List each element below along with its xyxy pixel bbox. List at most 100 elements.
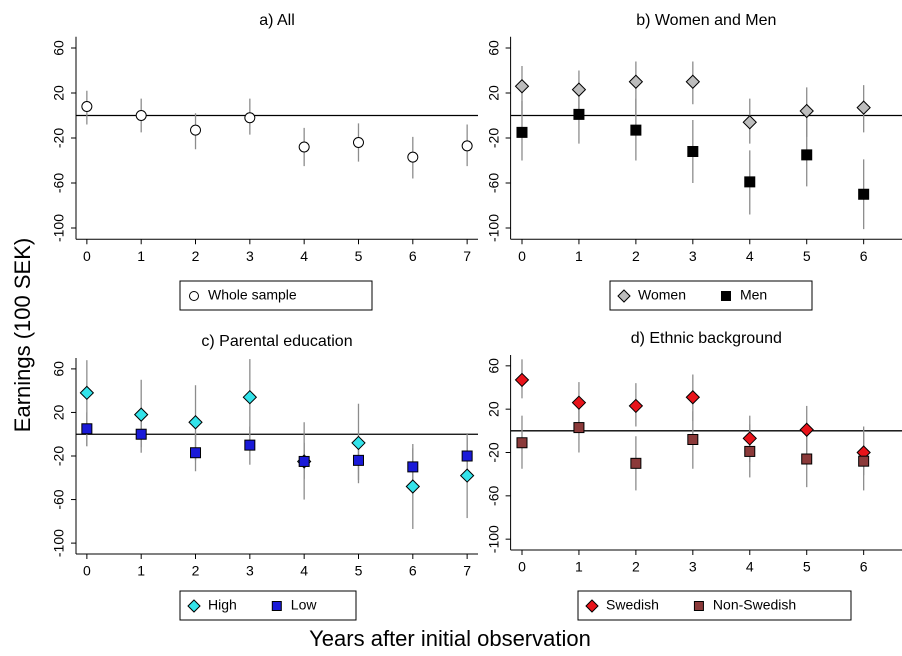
x-tick-label: 3: [689, 559, 697, 575]
point: [461, 450, 473, 462]
x-tick-label: 5: [803, 248, 811, 264]
legend-marker: [187, 599, 201, 613]
point: [135, 110, 147, 121]
y-tick-label: -20: [485, 128, 501, 148]
x-tick-label: 4: [746, 248, 754, 264]
point: [571, 82, 587, 97]
x-tick-label: 0: [83, 563, 91, 579]
point: [405, 479, 421, 494]
legend-label: Low: [291, 597, 318, 613]
x-tick-label: 1: [137, 248, 145, 264]
y-tick-label: -100: [485, 525, 501, 553]
x-tick-label: 6: [860, 248, 868, 264]
point: [516, 126, 528, 138]
legend-label: Non-Swedish: [713, 597, 796, 613]
point: [81, 423, 93, 435]
point: [687, 146, 699, 157]
point: [685, 390, 701, 405]
x-tick-label: 6: [409, 248, 417, 264]
x-tick-label: 4: [300, 248, 308, 264]
y-axis-label: Earnings (100 SEK): [10, 238, 35, 432]
y-tick-label: 20: [51, 404, 67, 420]
x-tick-label: 0: [83, 248, 91, 264]
y-tick-label: -100: [485, 214, 501, 242]
y-tick-label: 60: [485, 40, 501, 56]
point: [244, 439, 256, 451]
y-tick-label: -60: [51, 489, 67, 509]
legend-label: Whole sample: [208, 287, 297, 303]
x-tick-label: 3: [246, 563, 254, 579]
point: [516, 437, 528, 449]
point: [858, 455, 870, 467]
point: [459, 468, 475, 483]
point: [407, 151, 419, 163]
point: [188, 415, 203, 430]
legend-box: [577, 590, 852, 621]
point: [799, 422, 814, 437]
panel-title: a) All: [259, 12, 295, 29]
y-tick-label: -20: [485, 442, 501, 462]
point: [244, 112, 256, 124]
point: [242, 389, 258, 405]
point: [744, 176, 756, 188]
legend-marker: [585, 599, 599, 613]
legend-label: High: [208, 597, 237, 613]
x-tick-label: 5: [355, 563, 363, 579]
point: [630, 457, 642, 469]
point: [801, 149, 813, 161]
point: [628, 74, 644, 89]
y-tick-label: 20: [485, 401, 501, 417]
point: [571, 395, 587, 410]
point: [799, 103, 814, 119]
y-tick-label: -20: [51, 446, 67, 466]
point: [461, 140, 473, 152]
legend-box: [179, 590, 357, 621]
point: [190, 447, 202, 459]
legend-label: Women: [638, 287, 686, 303]
x-tick-label: 3: [246, 248, 254, 264]
legend-label: Swedish: [606, 597, 659, 613]
point: [351, 435, 366, 451]
legend-marker: [617, 289, 631, 303]
point: [298, 141, 310, 153]
y-tick-label: -20: [51, 128, 67, 148]
x-tick-label: 7: [463, 248, 471, 264]
x-tick-label: 2: [192, 563, 200, 579]
point: [352, 137, 364, 148]
x-tick-label: 3: [689, 248, 697, 264]
panel-title: c) Parental education: [201, 333, 352, 350]
x-tick-label: 2: [192, 248, 200, 264]
point: [628, 398, 644, 414]
point: [407, 461, 419, 473]
y-tick-label: -60: [485, 173, 501, 193]
y-tick-label: -60: [51, 173, 67, 193]
point: [742, 431, 757, 446]
y-tick-label: -60: [485, 486, 501, 506]
point: [687, 434, 699, 445]
panel-title: b) Women and Men: [636, 12, 776, 29]
point: [573, 108, 585, 120]
point: [801, 453, 813, 465]
point: [573, 422, 585, 434]
point: [858, 188, 870, 200]
y-tick-label: 20: [485, 85, 501, 101]
x-tick-label: 2: [632, 559, 640, 575]
x-tick-label: 0: [518, 248, 526, 264]
y-tick-label: -100: [51, 529, 67, 557]
point: [190, 124, 202, 136]
x-tick-label: 0: [518, 559, 526, 575]
legend-marker: [693, 601, 704, 611]
x-tick-label: 1: [575, 559, 583, 575]
y-tick-label: 60: [51, 361, 67, 377]
y-tick-label: 60: [51, 40, 67, 56]
point: [742, 115, 757, 130]
point: [514, 79, 530, 94]
x-tick-label: 5: [803, 559, 811, 575]
legend-marker: [189, 291, 199, 301]
x-tick-label: 2: [632, 248, 640, 264]
x-tick-label: 1: [575, 248, 583, 264]
point: [298, 455, 310, 467]
x-axis-label: Years after initial observation: [309, 626, 591, 651]
y-tick-label: 60: [485, 358, 501, 374]
legend-box: [179, 280, 373, 311]
